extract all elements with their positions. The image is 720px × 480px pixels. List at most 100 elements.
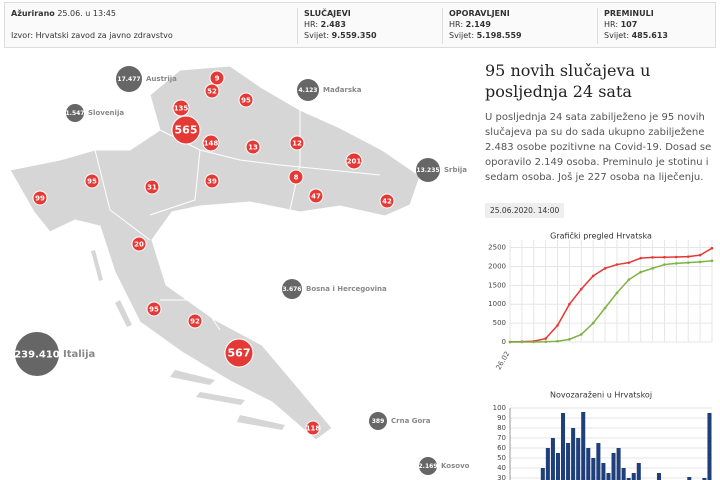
country-value: 389 xyxy=(372,418,385,425)
bar xyxy=(616,448,621,480)
updated-value: 25.06. u 13:45 xyxy=(57,9,116,18)
country-bubble xyxy=(66,104,84,122)
point xyxy=(651,267,654,270)
map: 9 52 95 135 565 148 13 12 201 95 99 31 39 8 47 42 20 95 92… xyxy=(9,65,470,475)
point xyxy=(686,261,690,264)
stat-world: Svijet: 9.559.350 xyxy=(304,30,377,41)
stat-title: SLUČAJEVI xyxy=(304,9,351,18)
county-value: 148 xyxy=(204,140,219,148)
county-value: 95 xyxy=(149,306,159,314)
country-value: 4.123 xyxy=(299,87,318,94)
hr-label: HR: xyxy=(304,20,319,29)
county-value: 92 xyxy=(190,318,200,326)
county-value: 95 xyxy=(87,178,97,186)
world-value: 5.198.559 xyxy=(476,31,522,40)
county-value: 12 xyxy=(292,140,302,148)
y-tick-label: 0 xyxy=(502,338,506,346)
point xyxy=(508,340,512,344)
header: Ažurirano 25.06. u 13:45 Izvor: Hrvatski… xyxy=(4,2,716,48)
stat-hr: HR: 2.149 xyxy=(449,19,522,30)
country-value: 239.410 xyxy=(14,350,60,361)
county-border xyxy=(149,149,201,216)
point xyxy=(532,340,536,344)
country-bubble xyxy=(15,332,59,376)
series-line xyxy=(510,260,713,343)
point xyxy=(556,339,559,343)
updated: Ažurirano 25.06. u 13:45 xyxy=(11,9,116,18)
county-bubble xyxy=(84,173,100,189)
bar xyxy=(611,453,616,480)
country-name: Austrija xyxy=(146,75,177,83)
county-bubble xyxy=(289,135,305,151)
bar xyxy=(545,448,550,480)
county-bubble xyxy=(172,99,190,117)
stat-block: OPORAVLJENI HR: 2.149 Svijet: 5.198.559 xyxy=(442,8,522,44)
country-bubble xyxy=(116,66,142,92)
point xyxy=(544,340,547,344)
county-bubble xyxy=(345,152,363,170)
stat-world: Svijet: 5.198.559 xyxy=(449,30,522,41)
county-bubble xyxy=(131,236,147,252)
county-bubble xyxy=(146,301,162,317)
point xyxy=(603,306,607,310)
y-tick-label: 50 xyxy=(497,454,506,462)
world-value: 485.613 xyxy=(631,31,668,40)
country-value: 1.547 xyxy=(66,110,85,117)
point xyxy=(615,291,619,295)
bar xyxy=(576,438,581,480)
bar xyxy=(707,413,712,480)
bar xyxy=(591,458,596,480)
county-border xyxy=(94,149,151,241)
county-value: 52 xyxy=(207,88,217,96)
point xyxy=(627,261,631,264)
county-value: 99 xyxy=(35,195,45,203)
article-date: 25.06.2020. 14:00 xyxy=(485,203,565,218)
point xyxy=(698,260,702,264)
county-value: 47 xyxy=(311,193,321,201)
article-title: 95 novih slučajeva u posljednja 24 sata xyxy=(485,61,651,101)
y-tick-label: 2500 xyxy=(488,244,506,252)
world-label: Svijet: xyxy=(304,31,330,40)
updated-label: Ažurirano xyxy=(11,9,55,18)
point xyxy=(675,262,678,265)
source: Izvor: Hrvatski zavod za javno zdravstvo xyxy=(11,31,173,40)
country-bubble xyxy=(297,79,319,101)
country-name: Bosna i Hercegovina xyxy=(306,285,387,293)
stat-hr: HR: 2.483 xyxy=(304,19,377,30)
county-value: 201 xyxy=(347,158,362,166)
hr-value: 2.483 xyxy=(320,20,346,29)
y-tick-label: 90 xyxy=(497,414,506,422)
county-bubble xyxy=(238,92,254,108)
county-value: 118 xyxy=(306,425,321,433)
country-bubble xyxy=(369,412,387,430)
bar xyxy=(561,413,566,480)
bar xyxy=(581,412,586,480)
stat-hr: HR: 107 xyxy=(604,19,668,30)
point xyxy=(556,324,559,327)
y-tick-label: 500 xyxy=(493,319,506,327)
bar xyxy=(571,428,576,480)
bar xyxy=(621,468,626,480)
county-border xyxy=(289,110,301,211)
y-tick-label: 60 xyxy=(497,444,506,452)
point xyxy=(639,256,643,260)
county-value: 565 xyxy=(175,124,198,137)
point xyxy=(698,253,702,257)
country-value: 13.235 xyxy=(416,167,439,174)
hr-label: HR: xyxy=(449,20,464,29)
point xyxy=(603,267,607,270)
y-tick-label: 2000 xyxy=(488,262,506,270)
country-name: Slovenija xyxy=(88,109,124,117)
point xyxy=(663,263,666,266)
point xyxy=(579,333,583,336)
hr-label: HR: xyxy=(604,20,619,29)
bar xyxy=(601,463,606,480)
bar xyxy=(702,478,707,480)
country-value: 2.169 xyxy=(419,463,438,470)
county-value: 135 xyxy=(174,105,189,113)
county-bubble xyxy=(187,313,203,329)
point xyxy=(663,255,666,259)
country-value: 17.477 xyxy=(117,76,140,83)
country-name: Mađarska xyxy=(323,86,362,94)
